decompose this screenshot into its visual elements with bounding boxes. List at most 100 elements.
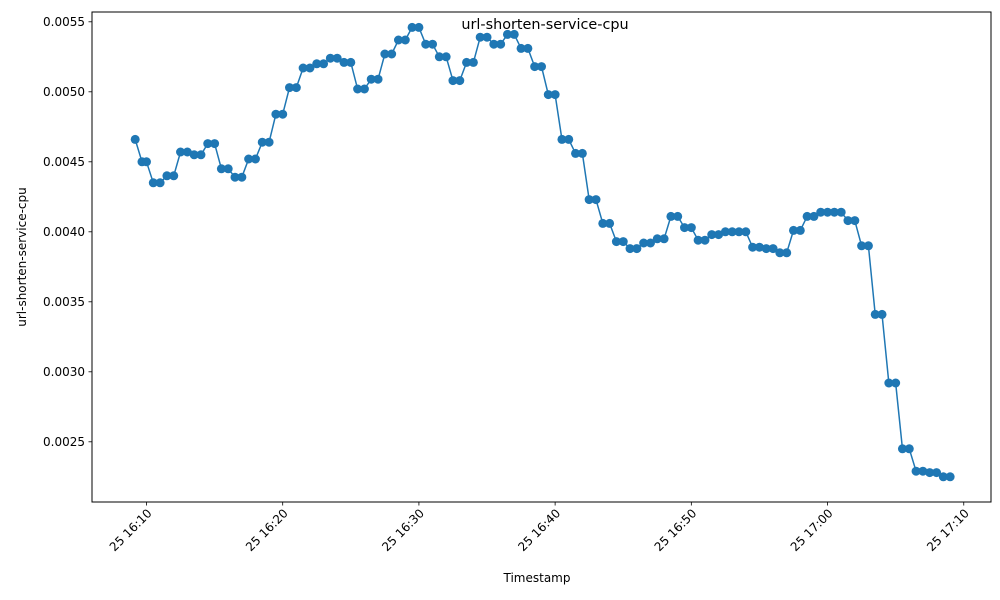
data-point	[182, 147, 192, 157]
data-point	[809, 211, 819, 221]
chart-title: url-shorten-service-cpu	[461, 17, 628, 33]
data-point	[366, 74, 376, 84]
data-point	[618, 237, 628, 247]
data-point	[305, 63, 315, 73]
data-point	[244, 154, 254, 164]
axes-frame	[91, 11, 992, 503]
data-point	[761, 244, 771, 254]
data-point	[291, 83, 301, 93]
data-point	[720, 227, 730, 237]
data-point	[455, 76, 465, 86]
data-point	[591, 195, 601, 205]
data-point	[353, 84, 363, 94]
y-tick-label: 0.0035	[43, 295, 85, 309]
data-point	[714, 230, 724, 240]
y-tick-label: 0.0025	[43, 435, 85, 449]
data-point	[891, 378, 901, 388]
data-point	[530, 62, 540, 72]
data-point	[918, 466, 928, 476]
data-point	[795, 225, 805, 235]
data-point	[130, 134, 140, 144]
data-point	[346, 57, 356, 67]
data-point	[537, 62, 546, 72]
data-point	[904, 444, 914, 454]
data-point	[816, 207, 826, 217]
data-point	[141, 157, 151, 167]
data-point	[359, 84, 369, 94]
data-point	[223, 164, 233, 174]
data-point	[768, 244, 778, 254]
data-point	[237, 172, 247, 182]
data-point	[700, 235, 710, 245]
plot-area	[130, 22, 955, 482]
data-point	[189, 150, 199, 160]
data-point	[823, 207, 833, 217]
data-point	[271, 109, 281, 119]
data-point	[652, 234, 662, 244]
data-point	[707, 230, 717, 240]
y-tick-label: 0.0050	[43, 85, 85, 99]
data-point	[932, 468, 942, 478]
data-point	[489, 39, 499, 49]
y-axis: 0.0025 0.0030 0.0035 0.0040 0.0045 0.0050 0.00…	[43, 15, 92, 449]
data-point	[611, 237, 621, 247]
data-point	[945, 472, 955, 482]
data-point	[925, 468, 935, 478]
data-point	[754, 242, 764, 252]
data-point	[680, 223, 690, 233]
data-point	[264, 137, 274, 147]
data-point	[407, 22, 417, 32]
data-point	[509, 29, 519, 39]
data-point	[148, 178, 158, 188]
data-point	[850, 216, 860, 226]
data-point	[298, 63, 308, 73]
data-point	[686, 223, 696, 233]
data-point	[938, 472, 948, 482]
data-point	[802, 211, 812, 221]
data-point	[727, 227, 737, 237]
data-point	[462, 57, 472, 67]
data-point	[775, 248, 785, 258]
data-point	[155, 178, 165, 188]
data-point	[557, 134, 567, 144]
data-point	[598, 218, 608, 228]
data-point	[339, 57, 349, 67]
data-point	[857, 241, 867, 251]
data-point	[482, 32, 492, 42]
data-point	[325, 53, 335, 63]
y-tick-label: 0.0055	[43, 15, 85, 29]
data-point	[625, 244, 635, 254]
data-point	[897, 444, 907, 454]
data-point	[257, 137, 267, 147]
data-point	[788, 225, 798, 235]
data-point	[829, 207, 839, 217]
data-point	[434, 52, 444, 62]
data-point	[230, 172, 240, 182]
data-point	[216, 164, 226, 174]
data-point	[877, 309, 887, 319]
data-point	[400, 35, 410, 45]
data-point	[543, 90, 553, 100]
y-axis-title: url-shorten-service-cpu	[15, 187, 29, 327]
data-point	[836, 207, 846, 217]
data-point	[210, 139, 220, 149]
data-point	[285, 83, 295, 93]
data-point	[393, 35, 403, 45]
data-point	[741, 227, 751, 237]
data-point	[421, 39, 431, 49]
data-point	[870, 309, 880, 319]
data-point	[734, 227, 744, 237]
y-tick-label: 0.0040	[43, 225, 85, 239]
data-point	[605, 218, 615, 228]
data-point	[632, 244, 642, 254]
data-point	[571, 148, 581, 158]
data-point	[312, 59, 322, 69]
data-point	[523, 43, 533, 53]
data-point	[659, 234, 669, 244]
data-point	[468, 57, 478, 67]
data-point	[502, 29, 512, 39]
data-point	[550, 90, 560, 100]
data-point	[782, 248, 792, 258]
x-axis-title: Timestamp	[503, 571, 571, 585]
